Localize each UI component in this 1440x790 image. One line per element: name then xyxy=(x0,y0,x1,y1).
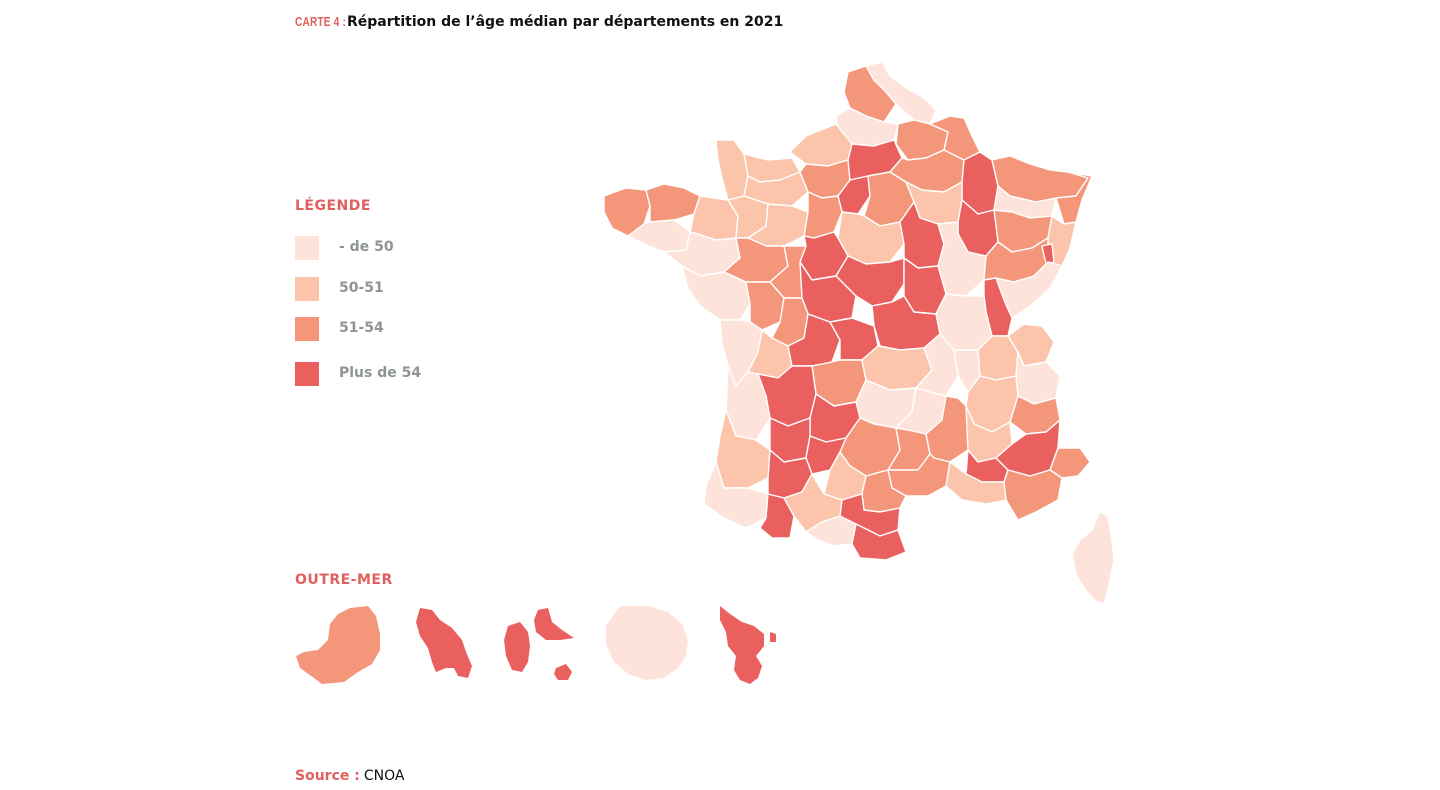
departments-layer xyxy=(603,61,1115,605)
legend-swatch xyxy=(295,362,319,386)
department-vendee xyxy=(681,265,751,321)
department-var xyxy=(1003,469,1063,521)
legend-label: 50-51 xyxy=(339,280,384,296)
territory-mayotte xyxy=(720,606,764,684)
territory-guyane xyxy=(296,606,380,684)
map-title-text: Répartition de l’âge médian par départem… xyxy=(347,14,784,30)
legend-swatch xyxy=(295,277,319,301)
outre-mer-heading: OUTRE-MER xyxy=(295,572,393,588)
legend-label: Plus de 54 xyxy=(339,365,422,381)
department-pyrenees-atlantiques xyxy=(703,461,769,529)
source-value: CNOA xyxy=(363,768,405,784)
territory-guadeloupe-grande-terre xyxy=(534,608,574,640)
territory-reunion xyxy=(606,606,688,680)
department-corse xyxy=(1071,511,1115,605)
department-hautes-pyrenees xyxy=(759,493,795,539)
legend-label: 51-54 xyxy=(339,320,384,336)
map-title: CARTE 4 :Répartition de l’âge médian par… xyxy=(295,14,783,30)
territory-martinique xyxy=(416,608,472,678)
department-nord xyxy=(865,61,937,125)
legend-swatch xyxy=(295,317,319,341)
territory-petite-terre xyxy=(770,632,776,642)
territory-guadeloupe-basse-terre xyxy=(504,622,530,672)
department-territoire-de-belfort xyxy=(1041,243,1055,265)
department-pyrenees-orientales xyxy=(851,523,907,561)
department-deux-sevres xyxy=(745,281,785,331)
legend-heading: LÉGENDE xyxy=(295,198,371,214)
department-tarn-et-garonne xyxy=(805,435,847,475)
legend-label: - de 50 xyxy=(339,239,394,255)
source-line: Source : CNOA xyxy=(295,768,404,784)
source-label: Source : xyxy=(295,768,360,784)
territory-marie-galante xyxy=(554,664,572,680)
map-number: CARTE 4 : xyxy=(295,14,346,29)
department-landes xyxy=(715,409,771,489)
legend-swatch xyxy=(295,236,319,260)
